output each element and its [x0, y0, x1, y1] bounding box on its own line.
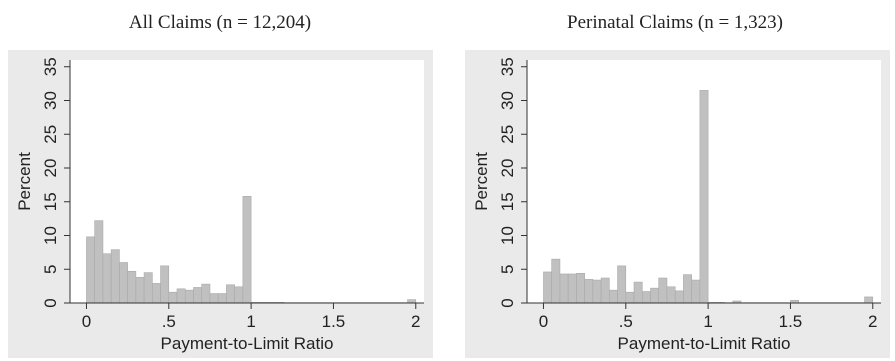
histogram-bar: [592, 279, 602, 304]
y-tick-label: 25: [498, 125, 517, 144]
x-tick-label: .5: [162, 312, 176, 331]
x-tick-label: 0: [82, 312, 91, 331]
histogram-all-claims: 0 5 10 15 20 25 30 35 0 .5 1 1.5 2 Payment-to-Limit R…: [8, 50, 433, 358]
histogram-bar: [600, 277, 610, 304]
x-tick-label: 1: [703, 312, 712, 331]
y-tick-label: 25: [41, 125, 60, 144]
x-tick-label: .5: [619, 312, 633, 331]
histogram-bar: [559, 273, 569, 304]
histogram-bar: [407, 299, 417, 304]
histogram-bar: [551, 258, 561, 304]
histogram-bar: [699, 90, 709, 304]
y-tick-label: 0: [41, 298, 60, 307]
histogram-bar: [641, 291, 651, 304]
y-tick-label: 35: [498, 57, 517, 76]
histogram-bar: [217, 293, 227, 304]
y-tick-label: 30: [498, 91, 517, 110]
histogram-perinatal-claims: 0 5 10 15 20 25 30 35 0 .5 1 1.5 2 Payment-to-Limit R…: [465, 50, 890, 358]
y-tick-label: 10: [498, 226, 517, 245]
histogram-bar: [617, 265, 627, 304]
y-tick-label: 10: [41, 226, 60, 245]
histogram-bar: [567, 273, 577, 304]
histogram-bar: [674, 290, 684, 304]
histogram-bar: [683, 274, 692, 304]
x-tick-label: 1.5: [322, 312, 346, 331]
histogram-bar: [176, 288, 186, 304]
y-tick-label: 35: [41, 57, 60, 76]
chart-title-all-claims: All Claims (n = 12,204): [128, 12, 312, 33]
histogram-bar: [543, 271, 552, 304]
histogram-bar: [127, 270, 137, 304]
x-axis-label: Payment-to-Limit Ratio: [161, 334, 334, 353]
y-axis-label: Percent: [15, 152, 34, 211]
histogram-bar: [102, 253, 112, 304]
x-tick-label: 1: [246, 312, 255, 331]
histogram-bar: [666, 286, 676, 304]
y-tick-label: 20: [498, 159, 517, 178]
histogram-bar: [650, 287, 660, 304]
histogram-bar: [576, 273, 585, 304]
x-tick-label: 1.5: [779, 312, 803, 331]
histogram-bar: [94, 220, 104, 304]
histogram-bar: [143, 272, 153, 304]
histogram-bar: [119, 262, 128, 304]
y-tick-label: 20: [41, 159, 60, 178]
y-tick-label: 15: [498, 192, 517, 211]
y-tick-label: 0: [498, 298, 517, 307]
y-axis-label: Percent: [472, 152, 491, 211]
y-tick-label: 30: [41, 91, 60, 110]
x-axis-label: Payment-to-Limit Ratio: [618, 334, 791, 353]
histogram-bar: [86, 236, 95, 304]
histogram-bar: [209, 293, 219, 304]
histogram-bar: [152, 283, 161, 304]
histogram-bar: [584, 279, 594, 304]
histogram-bar: [658, 277, 668, 304]
histogram-bar: [110, 249, 120, 304]
chart-title-perinatal-claims: Perinatal Claims (n = 1,323): [567, 12, 783, 33]
x-tick-label: 2: [411, 312, 420, 331]
x-tick-label: 2: [868, 312, 877, 331]
histogram-bar: [234, 286, 244, 304]
histogram-bar: [193, 287, 203, 304]
histogram-bar: [691, 279, 701, 304]
histogram-bar: [184, 289, 194, 304]
histogram-bar: [864, 296, 874, 304]
histogram-bar: [201, 283, 211, 304]
histogram-bar: [160, 265, 170, 304]
y-tick-label: 15: [41, 192, 60, 211]
histogram-bar: [226, 284, 235, 304]
histogram-bar: [609, 289, 618, 304]
x-tick-label: 0: [539, 312, 548, 331]
histogram-bar: [135, 277, 145, 304]
histogram-bar: [242, 196, 252, 304]
y-tick-label: 5: [41, 265, 60, 274]
histogram-bar: [168, 291, 178, 304]
histogram-bar: [633, 281, 643, 304]
y-tick-label: 5: [498, 265, 517, 274]
histogram-bar: [625, 291, 635, 304]
